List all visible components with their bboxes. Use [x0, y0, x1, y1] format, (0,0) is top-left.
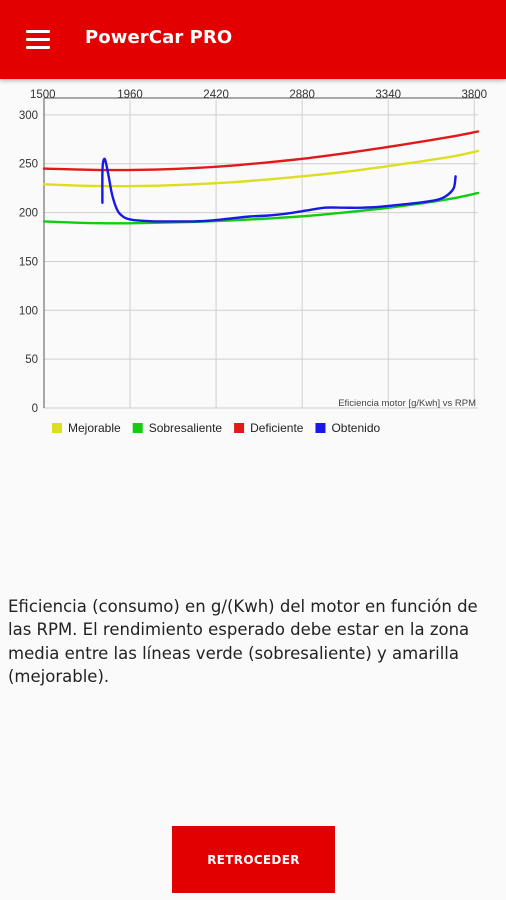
- chart-grid: [43, 100, 478, 409]
- y-tick-label: 0: [32, 403, 38, 415]
- legend-label-obtenido: Obtenido: [331, 421, 380, 435]
- series-line-mejorable: [42, 149, 480, 188]
- x-tick-label: 3340: [375, 89, 401, 101]
- legend-swatch-obtenido: [315, 423, 326, 433]
- hamburger-menu-icon[interactable]: [22, 26, 54, 54]
- efficiency-chart: 0 50 100 150 200 250 300 1500 1960 2420 2880 3340 38…: [19, 89, 487, 435]
- app-title: PowerCar PRO: [85, 27, 233, 48]
- description-text: Eficiencia (consumo) en g/(Kwh) del moto…: [8, 596, 478, 687]
- app-bar: PowerCar PRO: [0, 0, 506, 79]
- y-tick-label: 250: [19, 159, 38, 171]
- legend-swatch-mejorable: [52, 423, 62, 433]
- back-button[interactable]: RETROCEDER: [172, 826, 335, 893]
- y-tick-label: 300: [19, 110, 38, 122]
- legend-label-mejorable: Mejorable: [68, 421, 121, 435]
- chart-axes: 0 50 100 150 200 250 300 1500 1960 2420 2880 3340 38…: [19, 89, 487, 415]
- legend-swatch-deficiente: [234, 423, 245, 433]
- chart-legend: Mejorable Sobresaliente Deficiente Obtenido: [52, 421, 380, 435]
- legend-label-sobresaliente: Sobresaliente: [149, 421, 223, 435]
- x-tick-label: 2420: [203, 89, 229, 101]
- y-tick-label: 100: [19, 305, 38, 317]
- y-tick-label: 200: [19, 208, 38, 220]
- y-tick-label: 50: [25, 354, 38, 366]
- legend-swatch-sobresaliente: [132, 423, 143, 433]
- series-line-obtenido: [101, 157, 457, 223]
- x-tick-label: 3800: [461, 89, 487, 101]
- chart-series: [42, 130, 480, 225]
- x-tick-label: 2880: [289, 89, 315, 101]
- chart-title: Eficiencia motor [g/Kwh] vs RPM: [338, 398, 476, 409]
- series-line-deficiente: [42, 130, 480, 172]
- y-tick-label: 150: [19, 256, 38, 268]
- legend-label-deficiente: Deficiente: [250, 421, 304, 435]
- x-tick-label: 1960: [117, 89, 143, 101]
- series-line-sobresaliente: [42, 191, 480, 225]
- x-tick-label: 1500: [30, 89, 56, 101]
